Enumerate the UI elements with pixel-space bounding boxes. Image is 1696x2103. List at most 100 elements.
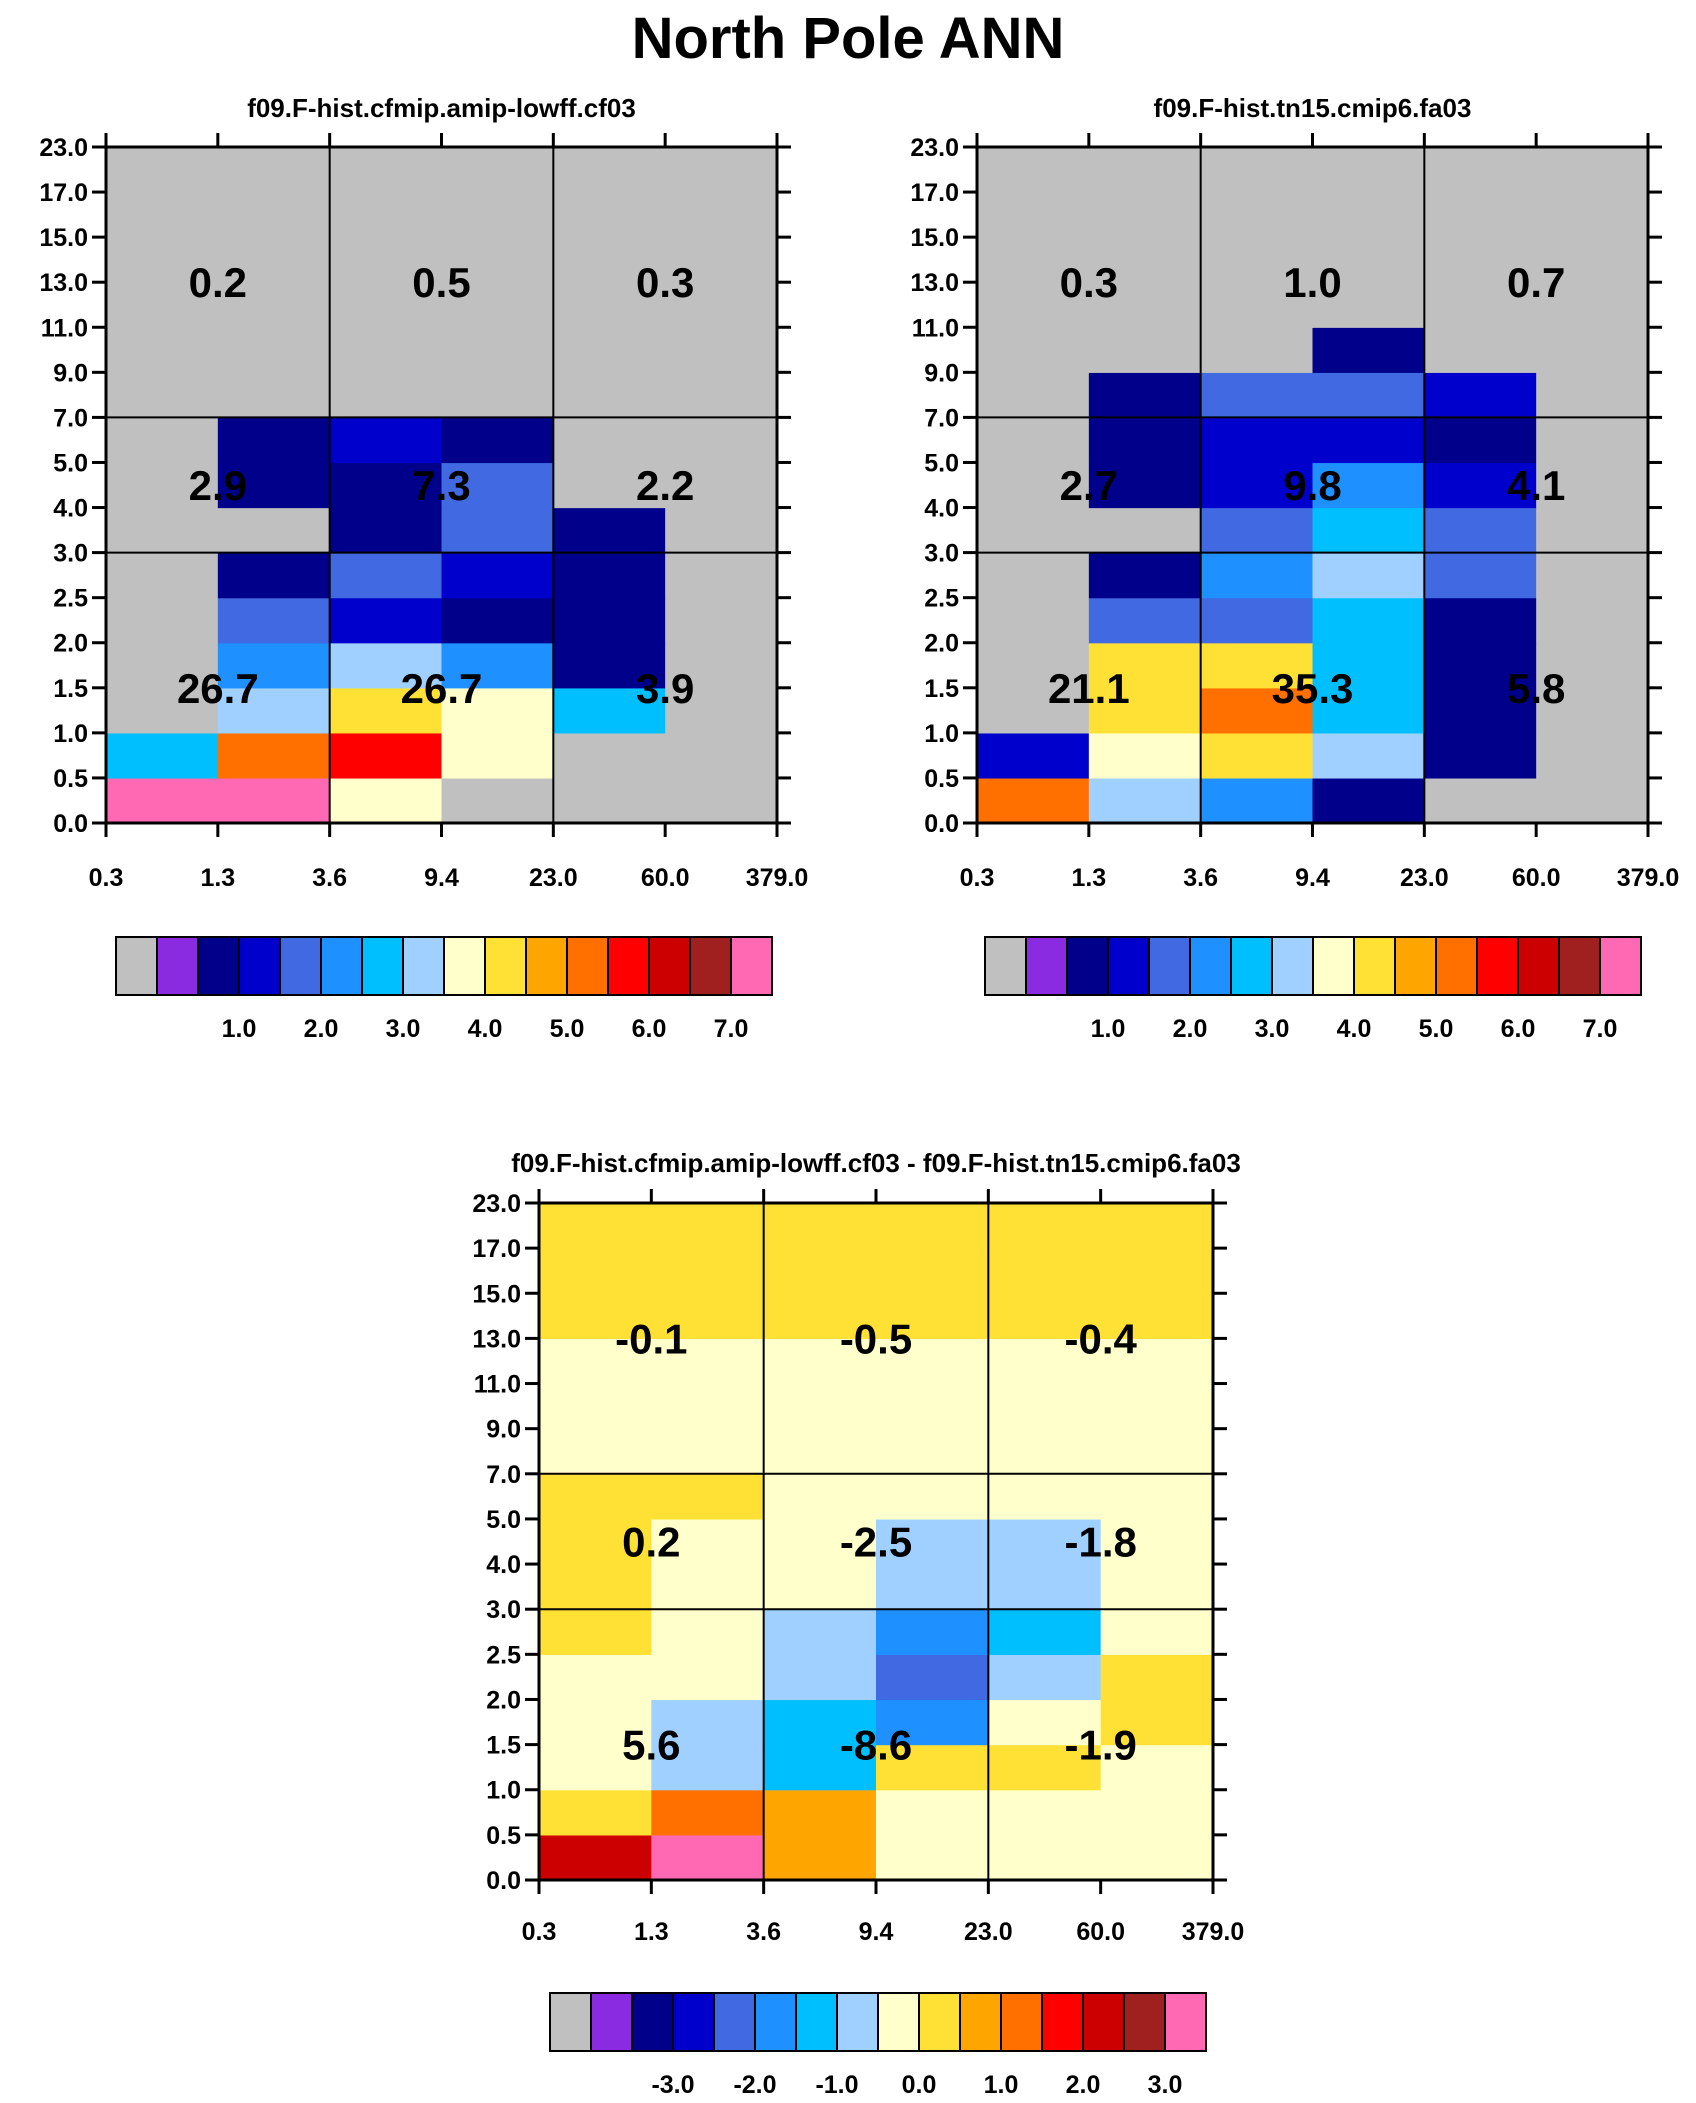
heatmap-cell [1200, 777, 1314, 824]
x-tick-label: 0.3 [522, 1918, 557, 1946]
heatmap-cell [441, 642, 554, 689]
heatmap-cell [977, 732, 1090, 779]
heatmap-cell [329, 462, 443, 509]
heatmap-cell [977, 147, 1090, 193]
heatmap-cell [1536, 327, 1649, 373]
colorbar-swatch [672, 1992, 715, 2052]
group-value-label: 0.3 [1060, 259, 1118, 306]
heatmap-cell [441, 552, 554, 599]
heatmap-cell [329, 552, 443, 599]
heatmap-cell [665, 462, 778, 509]
colorbar-swatch [1599, 936, 1642, 996]
heatmap-cell [1088, 687, 1202, 734]
heatmap-cell [1200, 147, 1314, 193]
heatmap-cell [553, 147, 666, 193]
heatmap-cell [665, 597, 778, 644]
heatmap-cell [106, 237, 219, 283]
heatmap-cell [651, 1699, 765, 1746]
colorbar-swatch [566, 936, 609, 996]
heatmap-cell [763, 1473, 877, 1520]
heatmap-cell [106, 597, 219, 644]
heatmap-cell [1536, 642, 1649, 689]
heatmap-cell [217, 642, 331, 689]
heatmap-cell [329, 282, 443, 328]
y-tick-label: 0.5 [486, 1822, 521, 1850]
colorbar-swatch [590, 1992, 633, 2052]
colorbar-swatch [1230, 936, 1273, 996]
heatmap-cell [1536, 777, 1649, 824]
heatmap-cell [441, 687, 554, 734]
chart-panel-2: f09.F-hist.tn15.cmip6.fa03 0.0 0.5 1.0 1.5 2.… [910, 93, 1679, 1043]
heatmap-cell [1100, 1338, 1214, 1385]
heatmap-cell [651, 1789, 765, 1836]
heatmap-cell [1536, 552, 1649, 599]
heatmap-cell [1100, 1744, 1214, 1791]
y-tick-label: 23.0 [39, 134, 88, 162]
heatmap-cell [876, 1248, 989, 1294]
x-tick-label: 23.0 [529, 864, 578, 892]
heatmap-cell [1312, 417, 1425, 464]
group-value-label: 2.9 [189, 462, 247, 509]
y-tick-label: 9.0 [924, 359, 959, 387]
heatmap-cell [553, 192, 666, 238]
heatmap-cell [763, 1428, 877, 1475]
colorbar-label: 6.0 [1501, 1015, 1536, 1043]
y-tick-label: 11.0 [474, 1371, 521, 1399]
heatmap-cell [988, 1248, 1102, 1294]
heatmap-cell [106, 462, 219, 509]
colorbar-swatch [484, 936, 527, 996]
y-tick-label: 5.0 [924, 449, 959, 477]
heatmap-cell [1536, 237, 1649, 283]
y-tick-label: 11.0 [912, 314, 959, 342]
heatmap-cell [217, 237, 331, 283]
y-tick-label: 1.0 [924, 720, 959, 748]
colorbar-label: 4.0 [1337, 1015, 1372, 1043]
y-tick-label: 5.0 [486, 1506, 521, 1534]
heatmap-cell [553, 642, 666, 689]
group-value-label: 4.1 [1507, 462, 1565, 509]
heatmap-cell [106, 147, 219, 193]
heatmap-cell [1536, 507, 1649, 554]
y-tick-label: 2.5 [53, 585, 88, 613]
heatmap-cell [1088, 237, 1202, 283]
heatmap-cell [763, 1834, 877, 1881]
heatmap-cell [1312, 282, 1425, 328]
colorbar-swatch [918, 1992, 961, 2052]
heatmap-cell [1200, 192, 1314, 238]
heatmap-cell [553, 327, 666, 373]
heatmap-cell [1312, 552, 1425, 599]
y-tick-label: 15.0 [472, 1280, 521, 1308]
y-tick-label: 23.0 [910, 134, 959, 162]
x-tick-label: 60.0 [1076, 1918, 1125, 1946]
y-tick-label: 1.5 [486, 1732, 521, 1760]
heatmap-cell [441, 777, 554, 824]
y-tick-label: 2.0 [486, 1686, 521, 1714]
heatmap-cell [329, 597, 443, 644]
heatmap-cell [988, 1338, 1102, 1385]
heatmap-cell [217, 462, 331, 509]
heatmap-cell [553, 777, 666, 824]
y-tick-label: 17.0 [472, 1235, 521, 1263]
heatmap-cell [876, 1338, 989, 1385]
heatmap-cell [539, 1473, 652, 1520]
x-tick-label: 1.3 [200, 864, 235, 892]
colorbar-swatch [1123, 1992, 1166, 2052]
colorbar-swatch [1164, 1992, 1207, 2052]
y-tick-label: 0.5 [53, 765, 88, 793]
y-tick-label: 9.0 [53, 359, 88, 387]
heatmap-cell [988, 1428, 1102, 1475]
heatmap-cell [1200, 462, 1314, 509]
colorbar-swatch [607, 936, 650, 996]
x-tick-label: 23.0 [1400, 864, 1449, 892]
heatmap-cell [876, 1699, 989, 1746]
heatmap-cell [977, 417, 1090, 464]
heatmap-cell [1100, 1293, 1214, 1339]
heatmap-cell [441, 192, 554, 238]
heatmap-cell [1536, 732, 1649, 779]
heatmap-cell [651, 1203, 765, 1249]
y-tick-label: 23.0 [472, 1190, 521, 1218]
heatmap-cell [539, 1609, 652, 1655]
heatmap-cell [106, 282, 219, 328]
heatmap-cell [876, 1203, 989, 1249]
x-tick-label: 9.4 [424, 864, 459, 892]
